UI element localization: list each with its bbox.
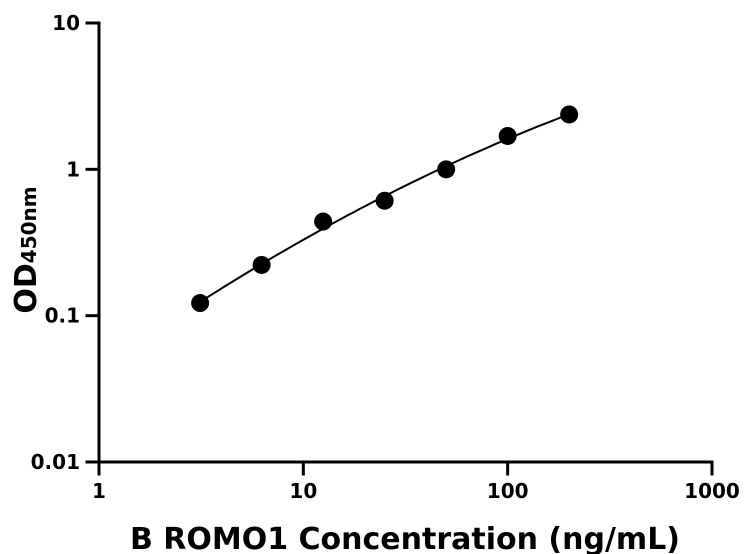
x-tick-label: 1 <box>92 479 106 503</box>
y-tick-label: 10 <box>52 11 80 35</box>
y-axis-title: OD450nm <box>9 186 44 313</box>
data-point <box>560 105 579 124</box>
data-points <box>191 105 579 313</box>
x-tick-label: 100 <box>487 479 529 503</box>
y-tick-label: 1 <box>66 157 80 181</box>
data-point <box>314 212 333 231</box>
x-axis-title: B ROMO1 Concentration (ng/mL) <box>130 522 680 554</box>
y-tick-label: 0.01 <box>31 450 80 474</box>
data-point <box>437 160 456 179</box>
y-axis-title-main: OD <box>9 263 44 313</box>
data-point <box>252 255 271 274</box>
data-point <box>375 191 394 210</box>
x-tick-label: 1000 <box>684 479 740 503</box>
y-tick-label: 0.1 <box>45 304 80 328</box>
y-axis-title-subscript: 450nm <box>17 186 41 263</box>
data-point <box>191 294 210 313</box>
data-point <box>498 126 517 145</box>
x-tick-label: 10 <box>289 479 317 503</box>
axes: 0.01 0.1 1 10 1 10 100 1000 <box>31 11 740 503</box>
